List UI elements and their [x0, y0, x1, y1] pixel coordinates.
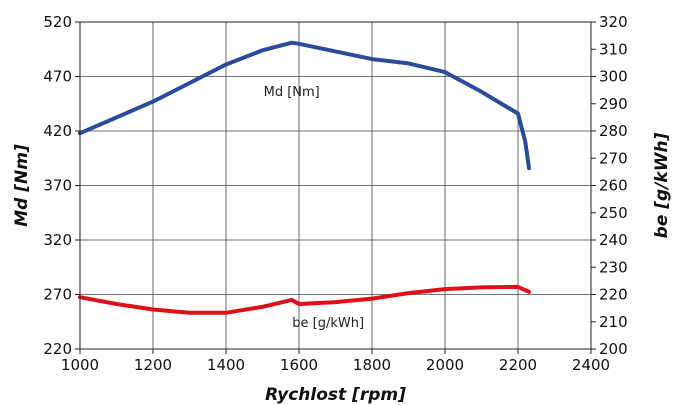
- x-tick-label: 1800: [353, 356, 391, 374]
- series-line-torque: [78, 40, 531, 171]
- y-right-tick-label: 320: [599, 13, 628, 31]
- y-left-axis-title: Md [Nm]: [12, 144, 32, 227]
- series-line-consumption: [78, 284, 531, 315]
- tick-labels: 520 470 420 370 320 270 220 320 310 300 290 280 270 2…: [43, 13, 627, 374]
- x-axis-title: Rychlost [rpm]: [265, 385, 406, 405]
- y-right-tick-label: 290: [599, 95, 628, 113]
- y-right-tick-label: 300: [599, 68, 628, 86]
- y-right-tick-label: 250: [599, 204, 628, 222]
- x-tick-label: 2400: [572, 356, 610, 374]
- series-label-torque: Md [Nm]: [264, 85, 320, 100]
- x-tick-label: 1000: [61, 356, 99, 374]
- y-left-tick-label: 370: [43, 177, 72, 195]
- x-tick-label: 1600: [280, 356, 318, 374]
- grid: [79, 21, 592, 350]
- y-right-tick-label: 230: [599, 258, 628, 276]
- x-tick-label: 2200: [499, 356, 537, 374]
- y-right-tick-label: 210: [599, 313, 628, 331]
- series-labels: Md [Nm] be [g/kWh]: [264, 85, 364, 331]
- y-right-tick-label: 310: [599, 40, 628, 58]
- y-left-tick-label: 220: [43, 340, 72, 358]
- series-label-consumption: be [g/kWh]: [292, 316, 364, 331]
- axis-titles: Rychlost [rpm] Md [Nm] be [g/kWh]: [12, 132, 672, 405]
- y-right-tick-label: 220: [599, 286, 628, 304]
- y-right-tick-label: 200: [599, 340, 628, 358]
- y-left-tick-label: 320: [43, 231, 72, 249]
- y-left-tick-label: 520: [43, 13, 72, 31]
- x-tick-label: 1400: [207, 356, 245, 374]
- series-lines: [78, 40, 531, 315]
- y-left-tick-label: 270: [43, 286, 72, 304]
- y-right-tick-label: 260: [599, 177, 628, 195]
- y-left-tick-label: 420: [43, 122, 72, 140]
- y-right-tick-label: 280: [599, 122, 628, 140]
- y-right-tick-label: 270: [599, 149, 628, 167]
- x-tick-label: 2000: [426, 356, 464, 374]
- y-right-axis-title: be [g/kWh]: [652, 132, 672, 238]
- x-tick-label: 1200: [134, 356, 172, 374]
- y-left-tick-label: 470: [43, 68, 72, 86]
- y-right-tick-label: 240: [599, 231, 628, 249]
